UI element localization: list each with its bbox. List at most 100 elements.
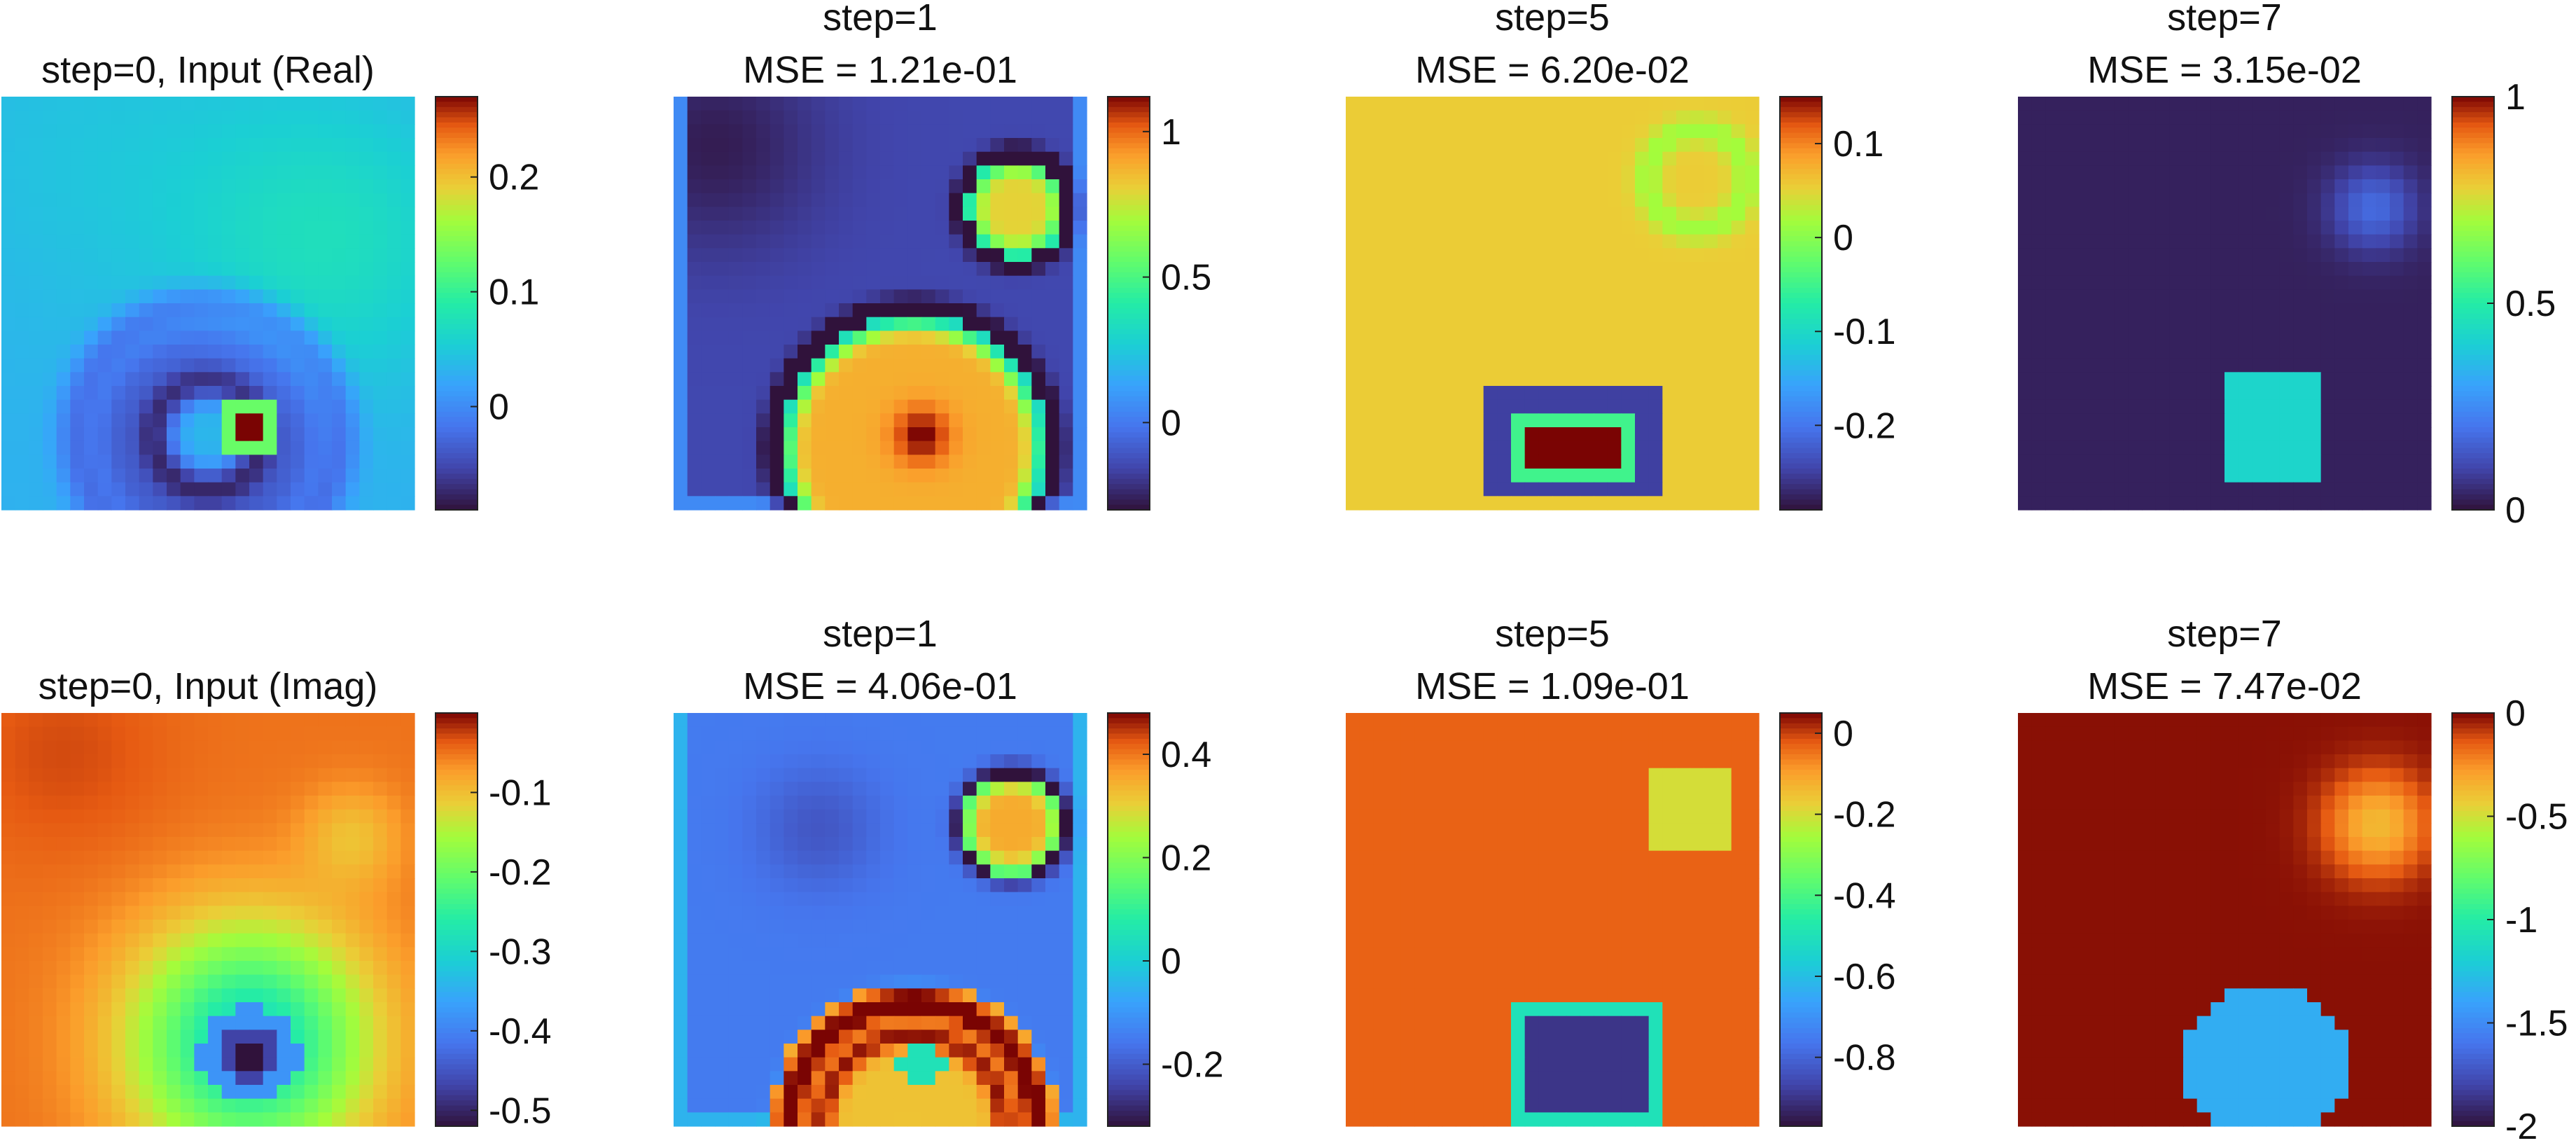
heatmap-cell [1690, 317, 1704, 331]
colorbar-segment [2452, 282, 2494, 289]
heatmap-cell [2142, 496, 2157, 511]
heatmap-cell [2225, 331, 2239, 345]
subplot-title-line: MSE = 6.20e-02 [1415, 49, 1690, 91]
colorbar-segment [436, 981, 478, 988]
heatmap-cell [687, 193, 702, 207]
colorbar-segment [2452, 236, 2494, 242]
heatmap-cell [373, 193, 388, 207]
heatmap-cell [1073, 441, 1087, 455]
heatmap-cell [701, 469, 716, 483]
heatmap-cell [1428, 496, 1443, 511]
heatmap-cell [1580, 124, 1594, 139]
heatmap-cell [949, 386, 963, 401]
colorbar-segment [1780, 484, 1822, 490]
heatmap-cell [1497, 399, 1512, 414]
heatmap-cell [221, 1057, 236, 1072]
heatmap-cell [1346, 345, 1360, 359]
heatmap-cell [2225, 289, 2239, 304]
heatmap-cell [1004, 331, 1019, 345]
heatmap-cell [387, 165, 401, 180]
heatmap-cell [1400, 193, 1415, 207]
heatmap-cell [2293, 289, 2308, 304]
colorbar-segment [1780, 267, 1822, 273]
heatmap-cell [29, 864, 43, 879]
heatmap-cell [825, 482, 840, 497]
heatmap-cell [84, 782, 99, 796]
heatmap-cell [249, 207, 264, 221]
heatmap-cell [208, 837, 223, 852]
heatmap-cell [1045, 413, 1060, 428]
heatmap-cell [880, 303, 895, 318]
heatmap-cell [332, 97, 347, 111]
heatmap-cell [2293, 413, 2308, 428]
heatmap-cell [97, 151, 112, 166]
heatmap-cell [2320, 427, 2335, 442]
colorbar-segment [436, 811, 478, 817]
heatmap-cell [2169, 317, 2184, 331]
heatmap-cell [2031, 110, 2046, 125]
heatmap-cell [2334, 124, 2349, 139]
heatmap-cell [976, 386, 991, 401]
heatmap-cell [43, 988, 57, 1003]
heatmap-cell [756, 275, 771, 290]
heatmap-cell [1566, 303, 1580, 318]
heatmap-cell [1428, 441, 1443, 455]
colorbar-segment [436, 272, 478, 278]
heatmap-cell [2196, 455, 2211, 469]
heatmap-cell [29, 754, 43, 769]
heatmap-cell [97, 399, 112, 414]
heatmap-cell [291, 165, 305, 180]
heatmap-cell [332, 740, 347, 755]
heatmap-cell [249, 1085, 264, 1100]
heatmap-cell [208, 331, 223, 345]
heatmap-cell [1621, 221, 1636, 235]
colorbar-tick-label: -0.2 [1833, 406, 1896, 446]
heatmap-cell [387, 782, 401, 796]
heatmap-cell [728, 275, 743, 290]
heatmap-cell [111, 138, 126, 153]
colorbar-segment [1780, 127, 1822, 134]
heatmap-cell [373, 207, 388, 221]
heatmap-cell [2101, 386, 2115, 401]
heatmap-cell [2142, 151, 2157, 166]
heatmap-cell [125, 809, 140, 824]
heatmap-cell [990, 303, 1005, 318]
heatmap-cell [2045, 234, 2060, 249]
heatmap-cell [990, 399, 1005, 414]
heatmap-cell [2403, 289, 2418, 304]
heatmap-cell [263, 317, 277, 331]
heatmap-cell [332, 974, 347, 989]
heatmap-cell [2403, 427, 2418, 442]
colorbar-segment [436, 427, 478, 433]
colorbar-segment [436, 484, 478, 490]
colorbar-segment [2452, 452, 2494, 459]
heatmap-cell [2417, 413, 2432, 428]
heatmap-cell [221, 1098, 236, 1113]
heatmap-cell [43, 289, 57, 304]
heatmap-cell [2362, 234, 2376, 249]
heatmap-cell [935, 345, 949, 359]
heatmap-cell [1676, 427, 1691, 442]
heatmap-cell [2114, 262, 2129, 277]
heatmap-cell [2059, 427, 2074, 442]
heatmap-cell [839, 151, 854, 166]
subplot-title-line: step=7 [2167, 0, 2282, 39]
colorbar-segment [2452, 215, 2494, 221]
heatmap-cell [2101, 331, 2115, 345]
heatmap-cell [1387, 289, 1402, 304]
heatmap-cell [1456, 303, 1470, 318]
heatmap-cell [373, 782, 388, 796]
heatmap-cell [2417, 124, 2432, 139]
heatmap-cell [56, 482, 71, 497]
heatmap-cell [15, 110, 29, 125]
heatmap-cell [235, 961, 250, 976]
heatmap-cell [194, 345, 209, 359]
heatmap-cell [29, 97, 43, 111]
heatmap-cell [1373, 303, 1388, 318]
heatmap-cell [2320, 496, 2335, 511]
heatmap-cell [893, 427, 908, 442]
heatmap-cell [373, 1002, 388, 1017]
heatmap-cell [2101, 165, 2115, 180]
heatmap-cell [2293, 138, 2308, 153]
